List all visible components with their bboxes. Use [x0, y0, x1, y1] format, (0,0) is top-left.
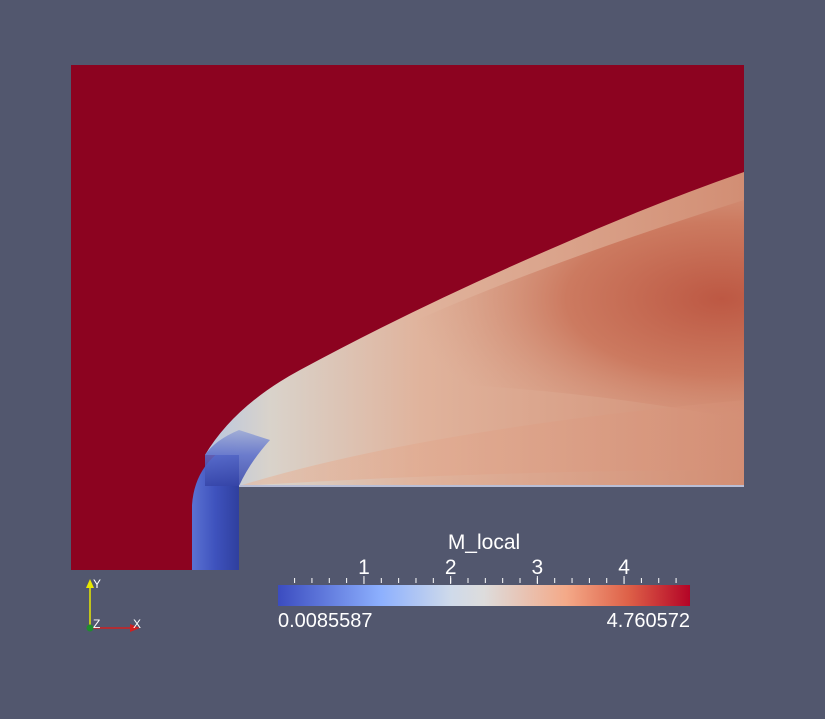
- x-axis-arrowhead: [130, 624, 140, 632]
- z-axis-origin: [86, 624, 94, 632]
- colorbar-gradient: [278, 585, 690, 606]
- colorbar-min-label: 0.0085587: [278, 610, 373, 632]
- colorbar-tick-label: 1: [358, 556, 370, 579]
- y-axis-arrowhead: [86, 579, 94, 588]
- shear-layer: [239, 400, 744, 486]
- colorbar-major-ticks: [363, 576, 625, 584]
- x-axis-label: X: [133, 617, 142, 631]
- colorbar-title: M_local: [447, 531, 521, 554]
- colorbar-tick-label: 3: [531, 556, 544, 579]
- z-axis-label: Z: [93, 617, 101, 631]
- y-axis-label: Y: [93, 577, 102, 591]
- plume-core: [300, 200, 744, 420]
- colorbar-tick-label: 2: [444, 556, 457, 579]
- colorbar-max-label: 4.760572: [606, 610, 690, 632]
- axes-triad: [86, 579, 140, 632]
- solid-body-region: [239, 486, 745, 576]
- colorbar-tick-label: 4: [618, 556, 630, 579]
- throat-region: [205, 430, 270, 486]
